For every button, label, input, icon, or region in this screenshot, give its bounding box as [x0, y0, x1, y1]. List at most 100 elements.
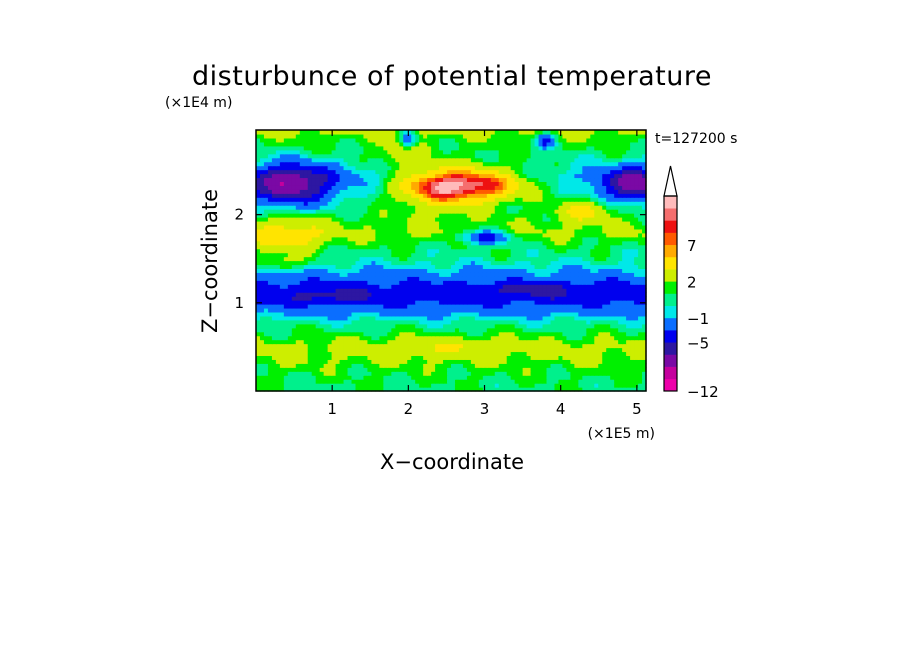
heatmap-cell	[375, 307, 380, 313]
heatmap-cell	[606, 363, 611, 368]
heatmap-cell	[295, 217, 301, 222]
heatmap-cell	[490, 335, 496, 341]
heatmap-cell	[638, 280, 643, 285]
heatmap-cell	[514, 383, 520, 388]
heatmap-cell	[558, 311, 564, 317]
heatmap-cell	[431, 375, 436, 380]
heatmap-cell	[371, 272, 376, 277]
heatmap-cell	[458, 284, 464, 289]
heatmap-cell	[347, 276, 353, 281]
heatmap-cell	[307, 307, 313, 313]
heatmap-cell	[618, 284, 623, 289]
heatmap-cell	[590, 343, 595, 349]
heatmap-cell	[634, 264, 639, 269]
heatmap-cell	[638, 197, 643, 202]
heatmap-cell	[315, 228, 321, 234]
heatmap-cell	[570, 311, 575, 317]
heatmap-cell	[275, 327, 281, 333]
heatmap-cell	[451, 383, 456, 388]
heatmap-cell	[435, 371, 440, 376]
heatmap-cell	[582, 311, 587, 317]
heatmap-cell	[618, 347, 623, 353]
heatmap-cell	[311, 311, 317, 317]
heatmap-cell	[462, 236, 468, 242]
heatmap-cell	[498, 343, 504, 349]
heatmap-cell	[594, 288, 599, 293]
heatmap-cell	[431, 213, 436, 218]
heatmap-cell	[295, 224, 301, 230]
heatmap-cell	[466, 205, 472, 210]
heatmap-cell	[323, 244, 329, 250]
heatmap-cell	[331, 213, 337, 218]
heatmap-cell	[303, 240, 309, 246]
heatmap-cell	[259, 205, 265, 210]
heatmap-cell	[307, 276, 313, 281]
heatmap-cell	[474, 252, 480, 258]
heatmap-cell	[367, 363, 373, 368]
heatmap-cell	[530, 335, 536, 341]
heatmap-cell	[299, 189, 305, 194]
heatmap-cell	[419, 371, 424, 376]
heatmap-cell	[598, 213, 603, 218]
heatmap-cell	[287, 331, 293, 337]
heatmap-cell	[363, 343, 369, 349]
heatmap-cell	[435, 319, 440, 325]
heatmap-cell	[630, 224, 635, 230]
heatmap-cell	[462, 387, 468, 392]
heatmap-cell	[319, 236, 325, 242]
heatmap-cell	[303, 189, 309, 194]
heatmap-cell	[307, 209, 313, 214]
heatmap-cell	[538, 228, 544, 234]
heatmap-cell	[287, 363, 293, 368]
heatmap-cell	[498, 264, 504, 269]
heatmap-cell	[622, 383, 627, 388]
heatmap-cell	[335, 367, 341, 372]
heatmap-cell	[538, 209, 544, 214]
heatmap-cell	[582, 272, 587, 277]
heatmap-cell	[395, 375, 400, 380]
heatmap-cell	[530, 205, 536, 210]
heatmap-cell	[327, 363, 333, 368]
heatmap-cell	[391, 244, 396, 250]
heatmap-cell	[295, 311, 301, 317]
heatmap-cell	[554, 240, 560, 246]
heatmap-cell	[458, 280, 464, 285]
heatmap-cell	[554, 284, 560, 289]
heatmap-cell	[447, 379, 452, 384]
heatmap-cell	[510, 236, 516, 242]
heatmap-cell	[638, 307, 643, 313]
y-unit-label: (×1E4 m)	[165, 95, 232, 111]
heatmap-cell	[363, 383, 369, 388]
heatmap-cell	[379, 232, 384, 238]
heatmap-cell	[594, 244, 599, 250]
heatmap-cell	[550, 292, 556, 297]
heatmap-cell	[383, 193, 388, 198]
heatmap-cell	[502, 272, 508, 277]
heatmap-cell	[574, 284, 579, 289]
heatmap-cell	[279, 327, 285, 333]
heatmap-cell	[518, 383, 524, 388]
heatmap-cell	[534, 335, 540, 341]
heatmap-cell	[355, 201, 361, 206]
heatmap-cell	[638, 240, 643, 246]
heatmap-cell	[395, 232, 400, 238]
heatmap-cell	[375, 379, 380, 384]
heatmap-cell	[291, 201, 297, 206]
heatmap-cell	[435, 359, 440, 364]
heatmap-cell	[407, 280, 412, 285]
heatmap-cell	[626, 375, 631, 380]
heatmap-cell	[586, 363, 591, 368]
heatmap-cell	[634, 307, 639, 313]
heatmap-cell	[486, 213, 492, 218]
heatmap-cell	[315, 304, 321, 309]
heatmap-cell	[554, 236, 560, 242]
heatmap-cell	[582, 379, 587, 384]
heatmap-cell	[526, 209, 532, 214]
heatmap-cell	[482, 363, 488, 368]
heatmap-cell	[478, 256, 484, 262]
heatmap-cell	[538, 387, 544, 392]
heatmap-cell	[303, 379, 309, 384]
heatmap-cell	[470, 288, 476, 293]
heatmap-cell	[275, 300, 281, 305]
heatmap-cell	[458, 339, 464, 345]
